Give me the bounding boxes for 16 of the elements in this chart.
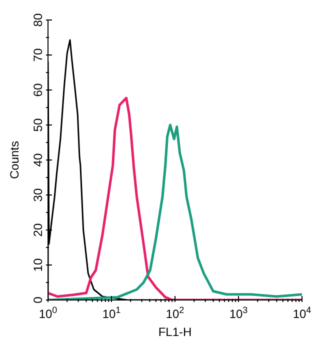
y-axis-title: Counts: [7, 140, 22, 180]
x-tick-label: 10$^{1}$: [102, 305, 121, 321]
x-tick-label: 10$^{3}$: [229, 305, 248, 321]
y-tick-label: 80: [31, 13, 45, 27]
y-tick-label: 20: [31, 223, 45, 237]
x-tick-label: 10$^{0}$: [38, 305, 58, 321]
y-tick-label: 40: [31, 153, 45, 167]
y-tick-label: 50: [31, 118, 45, 132]
x-tick-label: 10$^{4}$: [292, 305, 312, 321]
y-tick-label: 0: [31, 296, 45, 304]
y-tick-label: 10: [31, 258, 45, 272]
y-tick-label: 60: [31, 83, 45, 97]
y-tick-label: 70: [31, 48, 45, 62]
x-axis-title: FL1-H: [158, 325, 192, 339]
x-tick-label: 10$^{2}$: [166, 305, 184, 321]
y-tick-label: 30: [31, 188, 45, 202]
